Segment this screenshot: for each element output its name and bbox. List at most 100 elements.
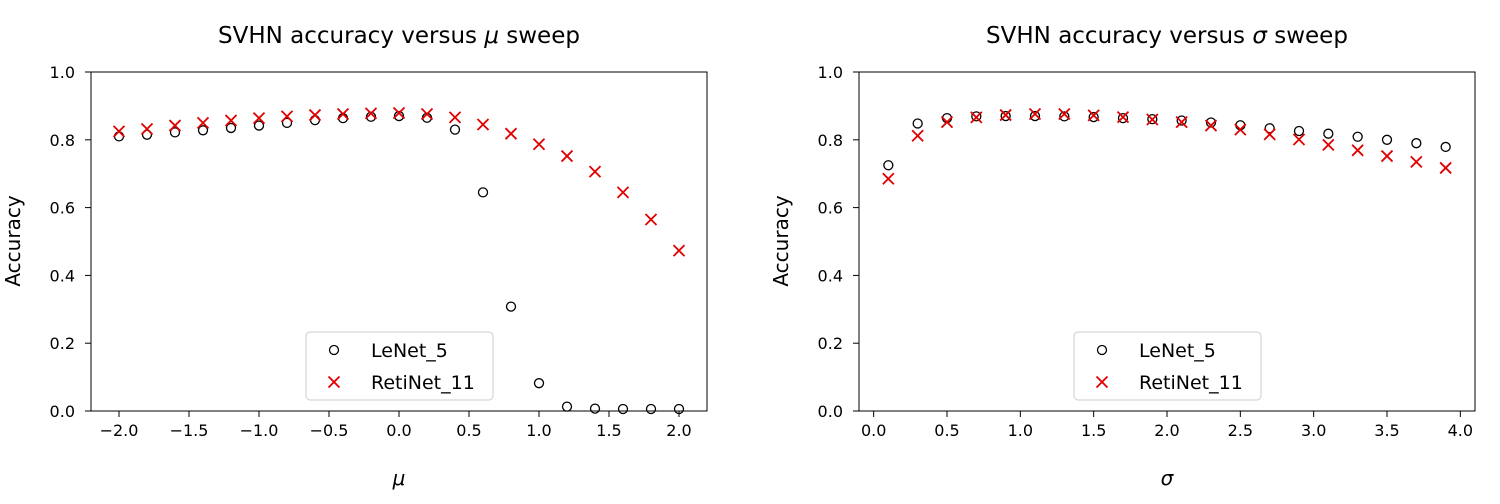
x-tick-label: −1.5: [170, 421, 209, 440]
data-point-x: [364, 107, 378, 120]
data-point-x: [196, 116, 210, 129]
data-point-circle: [1205, 117, 1217, 128]
data-point-circle: [617, 403, 629, 415]
data-point-x: [1351, 144, 1364, 157]
data-point-x: [252, 111, 266, 125]
data-point-x: [1146, 113, 1159, 126]
data-point-circle: [912, 118, 923, 129]
data-point-circle: [1264, 123, 1275, 134]
x-tick-label: 3.0: [1301, 421, 1326, 440]
x-tick-label: 1.0: [1008, 421, 1033, 440]
x-tick-label: 0.5: [934, 421, 959, 440]
data-point-x: [532, 138, 546, 151]
x-tick-label: 4.0: [1448, 421, 1473, 440]
y-tick-label: 0.4: [818, 266, 843, 285]
chart-title: SVHN accuracy versus σ sweep: [986, 23, 1348, 49]
data-points: [112, 106, 686, 415]
data-point-x: [1116, 110, 1130, 124]
data-point-x: [1322, 138, 1335, 152]
x-tick-label: 1.5: [596, 421, 621, 440]
data-point-x: [1439, 161, 1452, 175]
data-points: [882, 107, 1452, 185]
data-point-x: [140, 122, 154, 136]
data-point-x: [476, 118, 490, 131]
data-point-circle: [1059, 111, 1070, 122]
y-axis-label: Accuracy: [1, 195, 25, 286]
legend-box: [1073, 331, 1262, 401]
data-point-circle: [197, 125, 209, 136]
data-point-x: [588, 165, 602, 178]
x-axis-label: σ: [1161, 466, 1175, 490]
data-point-x: [616, 186, 630, 199]
x-tick-label: 2.0: [666, 421, 691, 440]
legend-label: LeNet_5: [371, 340, 448, 362]
data-point-x: [420, 107, 434, 121]
data-point-circle: [1000, 110, 1011, 122]
legend: LeNet_5 RetiNet_11: [1073, 331, 1262, 401]
data-point-x: [168, 119, 182, 132]
data-point-x: [1380, 149, 1394, 163]
y-tick-label: 0.2: [50, 334, 75, 353]
data-point-x: [882, 172, 895, 185]
y-tick-label: 0.6: [818, 199, 843, 218]
x-tick-label: 1.0: [526, 421, 551, 440]
y-tick-label: 1.0: [50, 63, 75, 82]
data-point-x: [1028, 107, 1042, 121]
x-tick-label: 0.5: [456, 421, 481, 440]
y-tick-label: 0.2: [818, 334, 843, 353]
data-point-x: [940, 116, 954, 129]
data-point-x: [504, 127, 518, 140]
legend-circle-marker-icon: [328, 344, 340, 356]
data-point-circle: [1176, 115, 1187, 126]
data-point-x: [392, 106, 406, 120]
data-point-x: [999, 108, 1012, 122]
x-tick-label: −1.0: [240, 421, 279, 440]
data-point-circle: [1411, 138, 1422, 149]
axis-ticks: −2.0 −1.5 −1.0 −0.5 0.0 0.5 1.0 1.5 2.0 0.0 0.2 0.4…: [50, 63, 692, 440]
legend-x-marker-icon: [327, 375, 341, 389]
y-tick-label: 0.4: [50, 266, 75, 285]
x-tick-label: 2.0: [1154, 421, 1179, 440]
legend-x-marker-icon: [1095, 375, 1109, 389]
y-tick-label: 1.0: [818, 63, 843, 82]
x-tick-label: −0.5: [310, 421, 349, 440]
data-point-x: [1234, 123, 1247, 136]
data-point-circle: [253, 120, 265, 131]
data-point-x: [224, 114, 238, 127]
legend-label: LeNet_5: [1139, 340, 1216, 362]
mu-sweep-panel: SVHN accuracy versus μ sweep Accuracy μ …: [1, 23, 708, 490]
data-point-x: [1263, 128, 1276, 141]
x-tick-label: −2.0: [100, 421, 139, 440]
legend-box: [305, 331, 494, 401]
data-point-circle: [1088, 111, 1099, 123]
x-tick-label: 1.5: [1081, 421, 1106, 440]
data-point-x: [672, 244, 686, 257]
sigma-sweep-panel: SVHN accuracy versus σ sweep Accuracy σ …: [769, 23, 1476, 490]
x-axis-label: μ: [392, 466, 406, 490]
plot-frame: [90, 71, 708, 412]
data-point-circle: [673, 403, 685, 415]
data-point-circle: [477, 187, 489, 198]
data-point-circle: [1323, 128, 1334, 139]
data-point-x: [308, 108, 322, 122]
data-point-circle: [533, 378, 545, 389]
legend-circle-marker-icon: [1096, 344, 1108, 356]
x-tick-label: 2.5: [1228, 421, 1253, 440]
data-point-circle: [281, 117, 293, 128]
data-point-x: [280, 110, 294, 123]
data-point-circle: [1352, 131, 1363, 142]
x-tick-label: 3.5: [1374, 421, 1399, 440]
data-point-x: [1410, 155, 1423, 168]
legend: LeNet_5 RetiNet_11: [305, 331, 494, 401]
data-point-x: [970, 111, 983, 124]
data-point-circle: [1147, 113, 1158, 125]
data-point-x: [1204, 119, 1218, 132]
data-point-circle: [971, 111, 982, 122]
data-point-x: [336, 107, 350, 121]
data-point-circle: [883, 160, 894, 171]
y-tick-label: 0.0: [50, 402, 75, 421]
y-tick-label: 0.0: [818, 402, 843, 421]
x-tick-label: 0.0: [386, 421, 411, 440]
